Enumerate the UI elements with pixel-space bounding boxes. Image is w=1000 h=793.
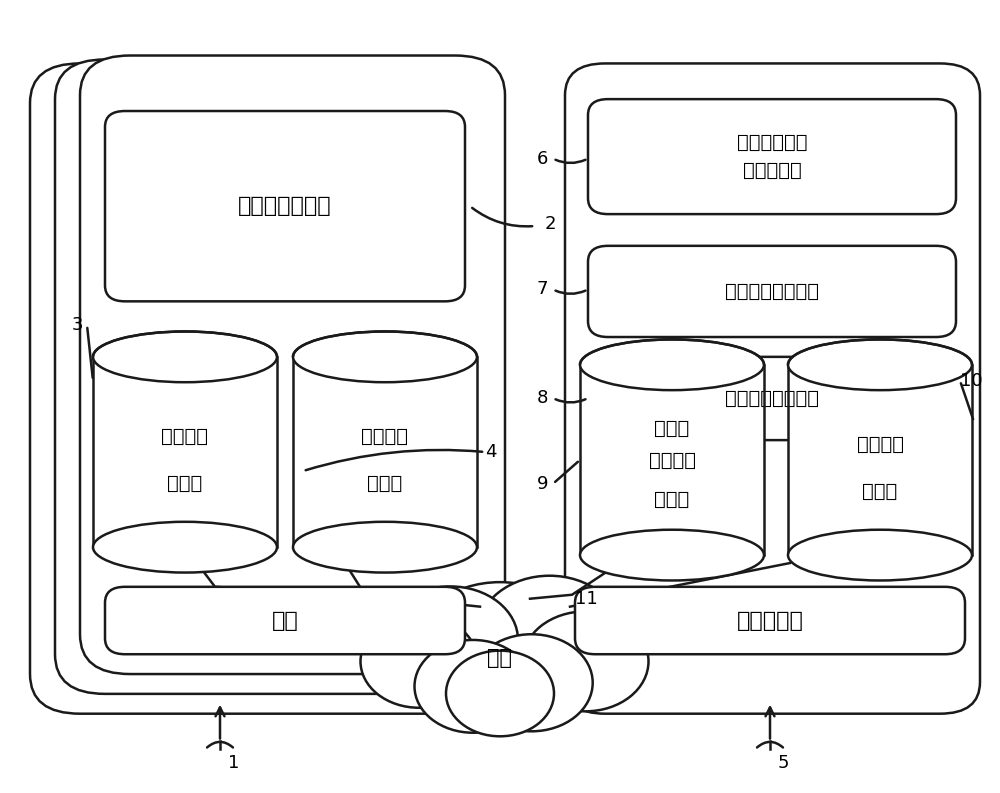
- Text: 数据库: 数据库: [862, 482, 898, 501]
- FancyBboxPatch shape: [588, 99, 956, 214]
- Ellipse shape: [93, 522, 277, 573]
- FancyBboxPatch shape: [565, 63, 980, 714]
- Text: 5: 5: [778, 754, 790, 772]
- Text: 网络: 网络: [488, 648, 512, 668]
- Text: 先进可视化系统: 先进可视化系统: [238, 196, 332, 216]
- Text: 代表性: 代表性: [654, 419, 690, 438]
- Circle shape: [410, 582, 590, 725]
- Circle shape: [446, 650, 554, 736]
- Text: 医疗图像: 医疗图像: [162, 427, 208, 446]
- Text: 检查所见: 检查所见: [856, 435, 904, 454]
- Text: 医院: 医院: [272, 611, 298, 630]
- FancyBboxPatch shape: [575, 587, 965, 654]
- FancyBboxPatch shape: [30, 63, 475, 714]
- Polygon shape: [93, 357, 277, 547]
- Circle shape: [522, 611, 648, 711]
- Text: 8: 8: [537, 389, 548, 407]
- Text: 检查所见: 检查所见: [362, 427, 409, 446]
- Ellipse shape: [93, 331, 277, 382]
- Text: 6: 6: [537, 150, 548, 167]
- Text: 中心资料库: 中心资料库: [737, 611, 803, 630]
- Circle shape: [470, 634, 593, 731]
- Polygon shape: [293, 357, 477, 547]
- Text: 3: 3: [72, 316, 84, 334]
- Text: 11: 11: [575, 590, 598, 607]
- Text: 9: 9: [536, 475, 548, 492]
- Circle shape: [383, 587, 518, 693]
- Text: 检查所见存储
和检索服务: 检查所见存储 和检索服务: [737, 133, 807, 180]
- Text: 检查所见配准服务: 检查所见配准服务: [725, 282, 819, 301]
- Ellipse shape: [293, 331, 477, 382]
- Text: 4: 4: [485, 443, 496, 461]
- Text: 7: 7: [536, 281, 548, 298]
- Ellipse shape: [788, 530, 972, 580]
- Ellipse shape: [788, 339, 972, 390]
- Text: 2: 2: [545, 215, 556, 232]
- Circle shape: [415, 640, 532, 733]
- Text: 存储器: 存储器: [654, 490, 690, 509]
- Ellipse shape: [293, 522, 477, 573]
- FancyBboxPatch shape: [55, 59, 490, 694]
- Text: 医疗图像: 医疗图像: [648, 450, 696, 469]
- FancyBboxPatch shape: [588, 357, 956, 440]
- Circle shape: [360, 615, 478, 708]
- Text: 1: 1: [228, 754, 239, 772]
- Text: 存储器: 存储器: [167, 474, 203, 493]
- Text: 数据库: 数据库: [367, 474, 403, 493]
- FancyBboxPatch shape: [105, 587, 465, 654]
- Text: 检查所见再现服务: 检查所见再现服务: [725, 389, 819, 408]
- Ellipse shape: [580, 339, 764, 390]
- Text: 10: 10: [960, 372, 983, 389]
- Circle shape: [478, 576, 622, 690]
- Polygon shape: [580, 365, 764, 555]
- Ellipse shape: [580, 530, 764, 580]
- FancyBboxPatch shape: [80, 56, 505, 674]
- FancyBboxPatch shape: [105, 111, 465, 301]
- Polygon shape: [788, 365, 972, 555]
- FancyBboxPatch shape: [588, 246, 956, 337]
